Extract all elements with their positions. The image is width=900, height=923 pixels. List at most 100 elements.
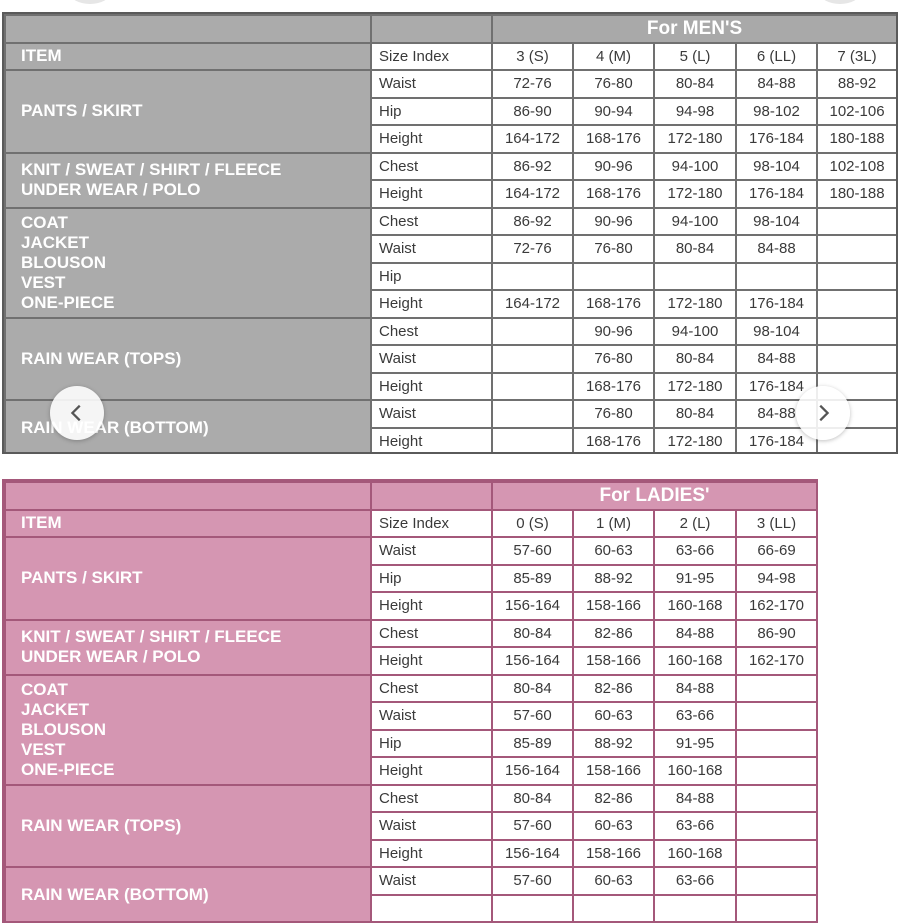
item-category-line: VEST	[21, 739, 66, 759]
size-value: 180-188	[815, 179, 896, 209]
table-row: KNIT / SWEAT / SHIRT / FLEECE UNDER WEAR …	[4, 151, 896, 209]
size-value: 82-86	[572, 618, 655, 648]
item-category-line: PANTS / SKIRT	[21, 101, 143, 121]
size-header-row: ITEM Size Index 0 (S) 1 (M) 2 (L) 3 (LL)	[4, 508, 816, 538]
size-value: 86-92	[491, 206, 574, 236]
size-value: 80-84	[491, 618, 574, 648]
size-header: 5 (L)	[653, 41, 737, 71]
size-value: 162-170	[734, 591, 816, 621]
size-value: 57-60	[491, 701, 574, 731]
size-value: 85-89	[491, 563, 574, 593]
size-value	[735, 261, 818, 291]
size-value: 63-66	[653, 811, 737, 841]
size-value: 60-63	[572, 811, 655, 841]
item-category: RAIN WEAR (TOPS)	[4, 783, 372, 868]
table-row: Waist 76-80 80-84 84-88	[5, 344, 896, 374]
size-value: 94-100	[653, 206, 737, 236]
size-value: 176-184	[735, 289, 818, 319]
size-value: 158-166	[572, 838, 655, 868]
size-value	[734, 866, 816, 896]
item-category-line: ONE-PIECE	[21, 759, 115, 779]
size-header: 2 (L)	[653, 508, 737, 538]
measure-label: Hip	[370, 563, 493, 593]
size-value: 84-88	[653, 673, 737, 703]
size-value: 98-104	[735, 316, 818, 346]
size-header: 3 (S)	[491, 41, 574, 71]
size-value: 176-184	[735, 124, 818, 154]
carousel-dot	[820, 0, 860, 4]
item-category-line: COAT	[21, 679, 68, 699]
measure-label: Chest	[370, 206, 493, 236]
size-value: 98-102	[735, 96, 818, 126]
item-category-line: JACKET	[21, 232, 90, 252]
size-value	[815, 206, 896, 236]
size-value: 84-88	[735, 234, 818, 264]
item-header: ITEM	[4, 508, 372, 538]
size-value: 57-60	[491, 536, 574, 566]
size-value	[734, 673, 816, 703]
size-header: 7 (3L)	[815, 41, 896, 71]
table-row: Waist 57-60 60-63 63-66	[5, 811, 816, 841]
size-value	[815, 234, 896, 264]
size-value: 158-166	[572, 756, 655, 786]
item-category: COAT JACKET BLOUSON VEST ONE-PIECE	[4, 673, 372, 786]
size-value: 57-60	[491, 811, 574, 841]
measure-label: Chest	[370, 783, 493, 813]
item-category-line: KNIT / SWEAT / SHIRT / FLEECE	[21, 160, 282, 179]
table-title: For LADIES'	[490, 481, 816, 511]
table-row: Height 168-176 172-180 176-184	[5, 371, 896, 401]
chevron-right-icon	[819, 404, 830, 422]
measure-label: Waist	[370, 234, 493, 264]
table-row: RAIN WEAR (TOPS) Chest 80-84 82-86 84-88	[4, 783, 816, 868]
table-row: Hip	[5, 261, 896, 291]
size-value: 63-66	[653, 701, 737, 731]
measure-label: Height	[370, 756, 493, 786]
size-value: 98-104	[735, 206, 818, 236]
measure-label: Waist	[370, 69, 493, 99]
size-value: 158-166	[572, 591, 655, 621]
size-value: 63-66	[653, 866, 737, 896]
size-value: 94-98	[653, 96, 737, 126]
size-value	[572, 893, 655, 921]
size-value: 172-180	[653, 426, 737, 452]
size-value: 160-168	[653, 591, 737, 621]
size-value: 86-90	[491, 96, 574, 126]
size-value: 91-95	[653, 728, 737, 758]
size-value: 82-86	[572, 783, 655, 813]
table-row: Waist 72-76 76-80 80-84 84-88	[5, 234, 896, 264]
item-category-line: BLOUSON	[21, 252, 106, 272]
size-value: 60-63	[572, 536, 655, 566]
measure-label: Hip	[370, 96, 493, 126]
size-value: 160-168	[653, 646, 737, 676]
measure-label: Waist	[370, 536, 493, 566]
measure-label: Hip	[370, 728, 493, 758]
size-value: 172-180	[653, 179, 737, 209]
carousel-next-button[interactable]	[796, 386, 850, 440]
measure-label: Waist	[370, 399, 493, 429]
size-value: 91-95	[653, 563, 737, 593]
size-value	[653, 261, 737, 291]
size-value: 176-184	[735, 179, 818, 209]
size-value: 156-164	[491, 756, 574, 786]
carousel-prev-button[interactable]	[50, 386, 104, 440]
size-value: 90-96	[572, 206, 655, 236]
size-value: 88-92	[572, 563, 655, 593]
table-row: Hip 86-90 90-94 94-98 98-102 102-106	[5, 96, 896, 126]
size-value	[734, 728, 816, 758]
size-value	[815, 344, 896, 374]
item-category-line: RAIN WEAR (TOPS)	[21, 815, 182, 835]
size-header: 1 (M)	[572, 508, 655, 538]
measure-label: Height	[370, 179, 493, 209]
table-title: For MEN'S	[490, 14, 896, 44]
size-value: 63-66	[653, 536, 737, 566]
size-value: 168-176	[572, 124, 655, 154]
size-value: 80-84	[653, 399, 737, 429]
size-value: 172-180	[653, 371, 737, 401]
item-category: KNIT / SWEAT / SHIRT / FLEECE UNDER WEAR …	[4, 618, 372, 676]
size-value: 82-86	[572, 673, 655, 703]
size-header-row: ITEM Size Index 3 (S) 4 (M) 5 (L) 6 (LL) 7 (3L…	[4, 41, 896, 71]
item-header: ITEM	[4, 41, 372, 71]
measure-label: Waist	[370, 344, 493, 374]
item-category: KNIT / SWEAT / SHIRT / FLEECE UNDER WEAR …	[4, 151, 372, 209]
size-value	[734, 783, 816, 813]
